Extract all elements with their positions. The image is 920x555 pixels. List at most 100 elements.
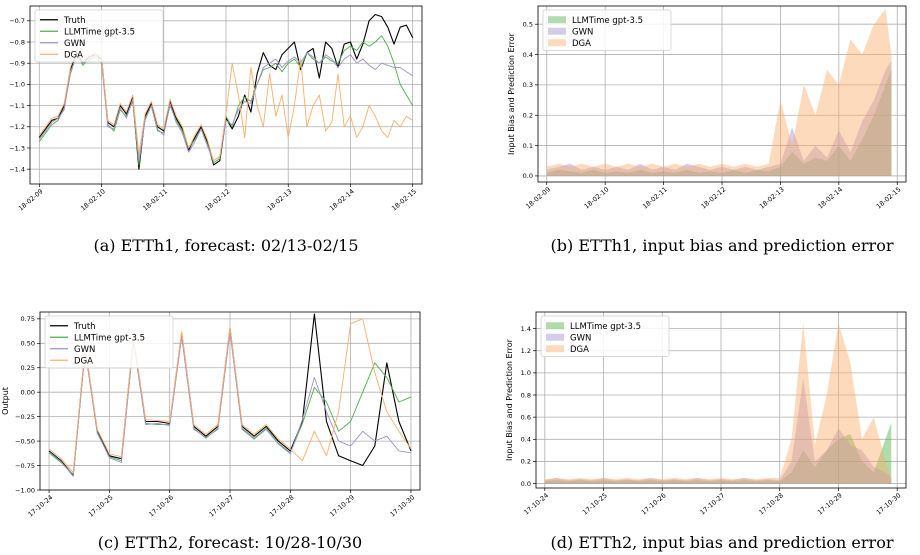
legend-box [542, 9, 672, 51]
legend-swatch [546, 322, 564, 330]
y-tick-label: −0.8 [9, 38, 25, 46]
y-axis-label: Input Bias and Prediction Error [507, 32, 516, 155]
x-tick-label: 18-02-15 [390, 187, 418, 212]
legend-label: DGA [572, 39, 591, 49]
y-tick-label: 0.8 [521, 391, 531, 399]
x-tick-label: 17-10-25 [581, 491, 609, 516]
y-tick-label: −1.1 [9, 102, 25, 110]
x-tick-label: 17-10-29 [328, 493, 356, 518]
panel-caption: (a) ETTh1, forecast: 02/13-02/15 [94, 236, 359, 255]
y-tick-label: 1.2 [521, 347, 531, 355]
x-tick-label: 17-10-27 [208, 493, 236, 518]
legend-swatch [546, 345, 564, 353]
x-tick-label: 17-10-26 [640, 491, 668, 516]
y-tick-label: 0.1 [523, 142, 533, 150]
y-tick-label: −0.7 [9, 17, 25, 25]
y-tick-label: 0.00 [21, 388, 35, 396]
y-tick-label: 0.50 [21, 340, 35, 348]
x-tick-label: 18-02-09 [17, 187, 45, 212]
x-tick-label: 17-10-27 [699, 491, 727, 516]
y-tick-label: 0.0 [523, 172, 533, 180]
y-tick-label: 0.4 [523, 51, 533, 59]
series-line-2 [48, 331, 412, 477]
x-tick-label: 17-10-28 [757, 491, 785, 516]
legend-label: DGA [74, 356, 93, 366]
y-tick-label: −0.75 [15, 462, 35, 470]
y-tick-label: −1.2 [9, 123, 25, 131]
series-area-1 [546, 60, 892, 176]
y-tick-label: −1.3 [9, 144, 25, 152]
legend-label: LLMTime gpt-3.5 [64, 27, 135, 37]
plot-area [544, 323, 892, 484]
y-tick-label: −1.00 [15, 486, 35, 494]
y-tick-label: −0.25 [15, 413, 35, 421]
x-tick-label: 17-10-25 [87, 493, 115, 518]
plot-area [48, 313, 412, 477]
panel-3: 0.0 0.2 0.4 0.6 0.8 1.0 1.2 1.4 17-10-24 17-10-25… [505, 311, 907, 552]
legend-label: LLMTime gpt-3.5 [570, 322, 641, 332]
y-tick-label: −1.4 [9, 165, 25, 173]
y-axis-label: Output [1, 387, 10, 415]
legend-box [44, 315, 174, 369]
x-tick-label: 18-02-12 [204, 187, 232, 212]
legend-label: DGA [64, 50, 83, 60]
legend-label: GWN [570, 333, 591, 343]
x-tick-label: 17-10-24 [27, 493, 55, 518]
y-tick-label: 1.0 [521, 369, 531, 377]
series-area-0 [544, 422, 892, 484]
y-tick-label: −0.9 [9, 60, 25, 68]
x-tick-label: 18-02-15 [875, 185, 903, 210]
panel-caption: (b) ETTh1, input bias and prediction err… [551, 236, 894, 255]
y-tick-label: 0.6 [521, 413, 531, 421]
x-tick-label: 17-10-30 [875, 491, 903, 516]
y-tick-label: 0.75 [21, 315, 35, 323]
legend-label: GWN [74, 345, 95, 355]
series-area-2 [546, 9, 892, 176]
panel-caption: (d) ETTh2, input bias and prediction err… [551, 533, 894, 552]
legend-box [540, 315, 670, 357]
x-tick-label: 17-10-30 [388, 493, 416, 518]
panel-1: 0.0 0.1 0.2 0.3 0.4 0.5 18-02-09 18-02-10 18-02-… [507, 5, 907, 255]
y-tick-label: −1.0 [9, 81, 25, 89]
x-tick-label: 18-02-09 [524, 185, 552, 210]
legend-label: DGA [570, 345, 589, 355]
panel-2: −1.00 −0.75 −0.50 −0.25 0.00 0.25 0.50 0.75 17-1… [1, 311, 421, 552]
x-tick-label: 17-10-26 [147, 493, 175, 518]
x-tick-label: 17-10-28 [268, 493, 296, 518]
x-tick-label: 18-02-13 [266, 187, 294, 212]
y-tick-label: 1.4 [521, 325, 531, 333]
x-tick-label: 18-02-11 [141, 187, 169, 212]
y-tick-label: 0.2 [521, 458, 531, 466]
y-tick-label: 0.0 [521, 480, 531, 488]
y-axis-label: Input Bias and Prediction Error [505, 338, 514, 461]
x-tick-label: 18-02-14 [328, 187, 356, 212]
x-tick-label: 18-02-11 [641, 185, 669, 210]
legend-swatch [548, 16, 566, 24]
y-tick-label: 0.4 [521, 436, 531, 444]
y-tick-label: 0.25 [21, 364, 35, 372]
y-tick-label: 0.3 [523, 81, 533, 89]
x-tick-label: 18-02-10 [79, 187, 107, 212]
y-tick-label: 0.2 [523, 112, 533, 120]
series-area-0 [546, 69, 892, 176]
legend-label: Truth [63, 16, 86, 26]
plot-area [546, 9, 892, 176]
legend-label: LLMTime gpt-3.5 [572, 16, 643, 26]
series-area-1 [544, 378, 892, 484]
legend-swatch [548, 39, 566, 47]
x-tick-label: 18-02-14 [816, 185, 844, 210]
legend-label: GWN [64, 39, 85, 49]
x-tick-label: 17-10-29 [816, 491, 844, 516]
x-tick-label: 17-10-24 [522, 491, 550, 516]
x-tick-label: 18-02-13 [758, 185, 786, 210]
panel-0: −1.4 −1.3 −1.2 −1.1 −1.0 −0.9 −0.8 −0.7 18-02-09… [9, 5, 423, 255]
legend-swatch [546, 333, 564, 341]
series-line-3 [48, 318, 412, 473]
x-tick-label: 18-02-10 [583, 185, 611, 210]
legend-label: Truth [73, 322, 96, 332]
legend-box [34, 9, 164, 63]
legend-label: GWN [572, 27, 593, 37]
series-area-2 [544, 323, 892, 484]
y-tick-label: 0.5 [523, 21, 533, 29]
